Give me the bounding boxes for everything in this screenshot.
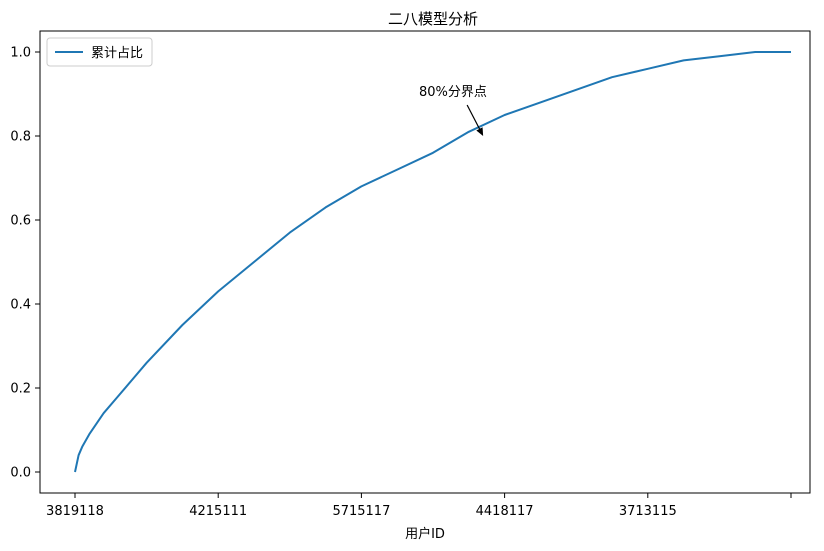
annotation-text: 80%分界点: [419, 85, 487, 100]
y-tick-label: 0.4: [10, 298, 31, 313]
x-tick-label: 3713115: [619, 504, 677, 519]
chart-title: 二八模型分析: [388, 10, 478, 28]
legend-label: 累计占比: [91, 46, 143, 61]
annotation: 80%分界点: [419, 85, 487, 136]
series-layer: [74, 51, 791, 473]
x-axis-ticks: 3819118 4215111 5715117 4418117 3713115: [46, 493, 792, 519]
y-tick-label: 0.8: [10, 130, 31, 145]
x-tick-label: 4418117: [476, 504, 534, 519]
y-axis-ticks: 0.0 0.2 0.4 0.6 0.8 1.0: [10, 46, 40, 481]
legend: 累计占比: [46, 37, 153, 67]
annotation-arrowhead: [476, 127, 484, 136]
y-tick-label: 0.2: [10, 382, 31, 397]
y-tick-label: 1.0: [10, 46, 31, 61]
x-tick-label: 5715117: [332, 504, 390, 519]
annotation-arrow: [466, 104, 482, 133]
y-tick-label: 0.0: [10, 466, 31, 481]
x-axis-label: 用户ID: [405, 526, 445, 542]
plot-area-frame: [39, 30, 811, 494]
series-line-cumulative: [74, 51, 791, 473]
x-tick-label: 3819118: [46, 504, 104, 519]
legend-box: [46, 37, 153, 67]
x-tick-label: 4215111: [189, 504, 247, 519]
y-tick-label: 0.6: [10, 214, 31, 229]
